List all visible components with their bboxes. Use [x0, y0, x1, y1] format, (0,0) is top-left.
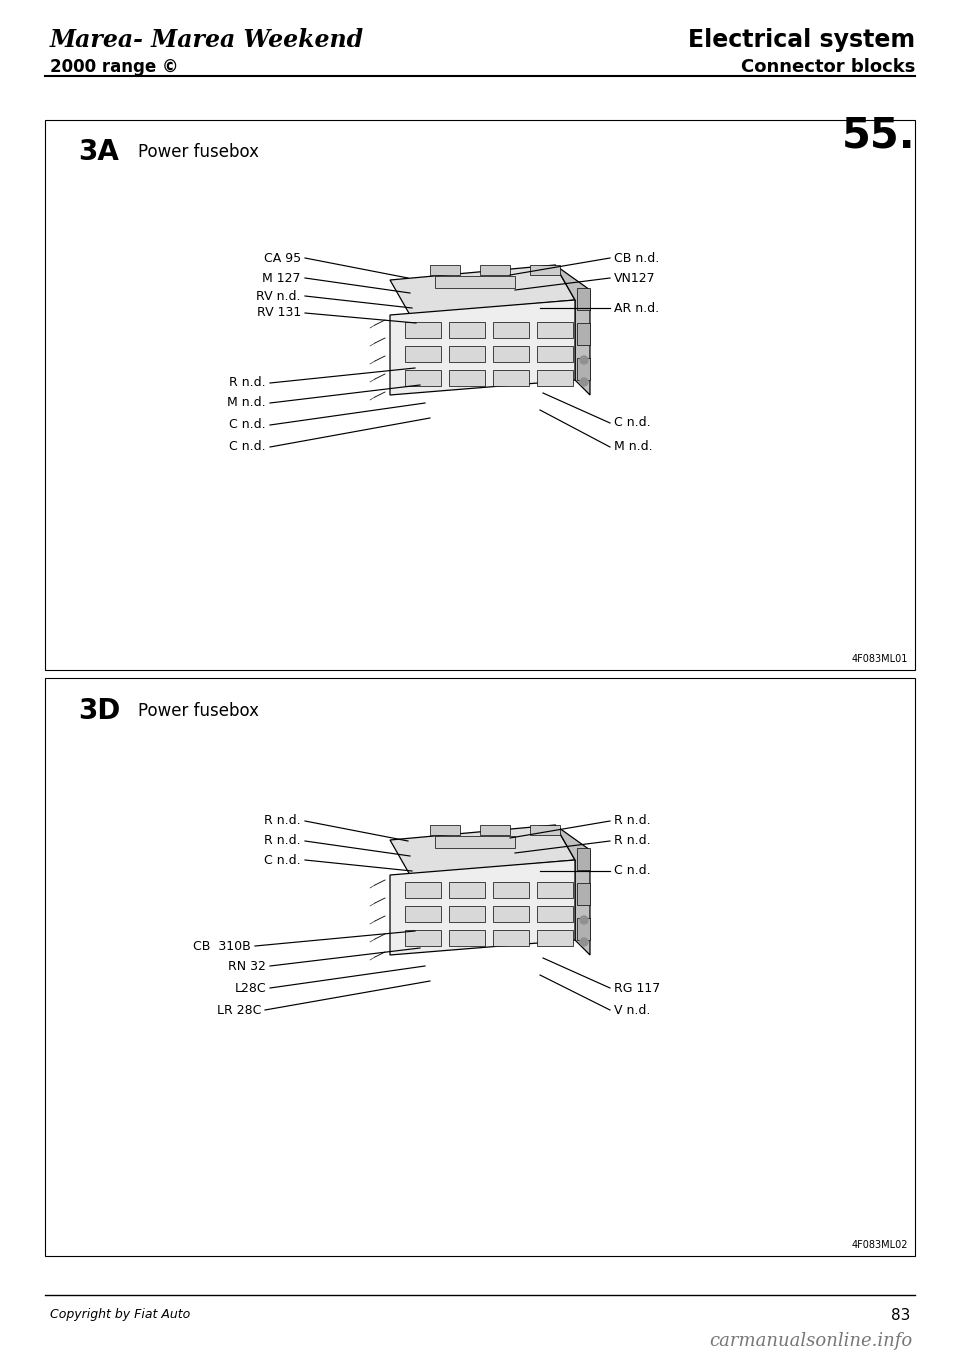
Bar [449, 346, 485, 362]
Bar [405, 346, 441, 362]
Bar [430, 264, 460, 275]
Text: M n.d.: M n.d. [614, 441, 653, 453]
Text: R n.d.: R n.d. [264, 834, 301, 848]
Text: LR 28C: LR 28C [217, 1003, 261, 1017]
Bar [449, 370, 485, 386]
Bar [405, 881, 441, 898]
Bar [435, 277, 515, 287]
Text: C n.d.: C n.d. [229, 441, 266, 453]
Text: Copyright by Fiat Auto: Copyright by Fiat Auto [50, 1309, 190, 1321]
Bar [493, 881, 529, 898]
Bar [493, 346, 529, 362]
Text: M n.d.: M n.d. [228, 396, 266, 410]
Bar [530, 264, 560, 275]
Bar [449, 881, 485, 898]
Text: C n.d.: C n.d. [614, 865, 651, 877]
Circle shape [580, 938, 588, 946]
Bar [537, 881, 573, 898]
Circle shape [580, 378, 588, 386]
Text: RG 117: RG 117 [614, 982, 660, 994]
Bar [493, 370, 529, 386]
Text: VN127: VN127 [614, 271, 656, 285]
Text: Power fusebox: Power fusebox [138, 142, 259, 161]
Text: RV 131: RV 131 [256, 306, 301, 320]
Text: R n.d.: R n.d. [614, 815, 651, 827]
Polygon shape [390, 300, 575, 395]
Text: V n.d.: V n.d. [614, 1003, 650, 1017]
Bar [577, 883, 590, 904]
Text: Electrical system: Electrical system [688, 28, 915, 52]
Text: 4F083ML01: 4F083ML01 [852, 654, 908, 664]
Text: 4F083ML02: 4F083ML02 [852, 1239, 908, 1250]
Text: CA 95: CA 95 [264, 251, 301, 264]
Polygon shape [390, 824, 575, 875]
Bar [449, 906, 485, 922]
Bar [537, 906, 573, 922]
Text: 55.: 55. [841, 115, 915, 157]
Bar [493, 906, 529, 922]
Text: 2000 range ©: 2000 range © [50, 58, 179, 76]
Text: Marea- Marea Weekend: Marea- Marea Weekend [50, 28, 364, 52]
Bar [537, 321, 573, 338]
Bar [480, 264, 510, 275]
Polygon shape [390, 264, 575, 315]
Text: L28C: L28C [234, 982, 266, 994]
Text: 3A: 3A [78, 138, 119, 165]
Bar [435, 837, 515, 848]
Circle shape [580, 357, 588, 363]
Text: RV n.d.: RV n.d. [256, 289, 301, 302]
Circle shape [580, 917, 588, 923]
Bar [537, 370, 573, 386]
Bar [493, 321, 529, 338]
Bar [405, 906, 441, 922]
Polygon shape [390, 860, 575, 955]
Bar [45, 678, 915, 1256]
Text: 83: 83 [891, 1309, 910, 1323]
Text: CB n.d.: CB n.d. [614, 251, 660, 264]
Text: Connector blocks: Connector blocks [740, 58, 915, 76]
Bar [577, 848, 590, 871]
Polygon shape [555, 264, 590, 395]
Text: AR n.d.: AR n.d. [614, 301, 660, 315]
Text: R n.d.: R n.d. [264, 815, 301, 827]
Text: Power fusebox: Power fusebox [138, 702, 259, 720]
Bar [493, 930, 529, 946]
Text: RN 32: RN 32 [228, 960, 266, 972]
Bar [577, 287, 590, 311]
Bar [480, 824, 510, 835]
Polygon shape [555, 824, 590, 955]
Text: CB  310B: CB 310B [193, 940, 251, 952]
Bar [530, 824, 560, 835]
Text: R n.d.: R n.d. [614, 834, 651, 848]
Bar [577, 323, 590, 344]
Text: C n.d.: C n.d. [229, 419, 266, 431]
Text: R n.d.: R n.d. [229, 377, 266, 389]
Bar [537, 930, 573, 946]
Text: C n.d.: C n.d. [614, 416, 651, 430]
Bar [449, 930, 485, 946]
Text: C n.d.: C n.d. [264, 853, 301, 866]
Bar [577, 358, 590, 380]
Bar [405, 370, 441, 386]
Text: M 127: M 127 [262, 271, 301, 285]
Bar [449, 321, 485, 338]
Bar [405, 321, 441, 338]
Bar [45, 119, 915, 670]
Text: 3D: 3D [78, 697, 120, 725]
Bar [537, 346, 573, 362]
Bar [430, 824, 460, 835]
Bar [577, 918, 590, 940]
Bar [405, 930, 441, 946]
Text: carmanualsonline.info: carmanualsonline.info [708, 1332, 912, 1351]
